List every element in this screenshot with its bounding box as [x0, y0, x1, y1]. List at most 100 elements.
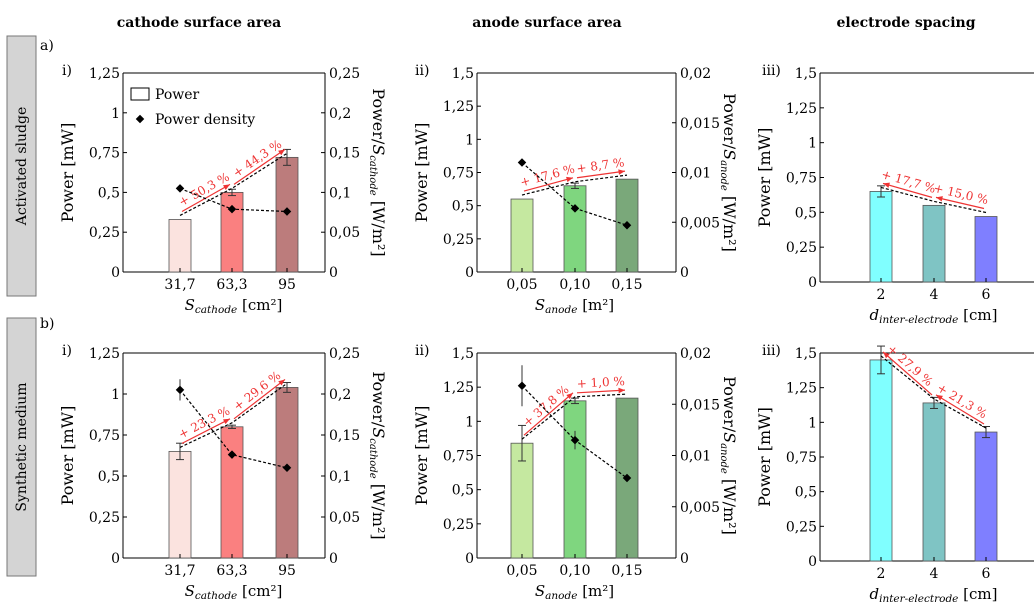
y2-axis-label: Power/Sanode [W/m²]	[718, 376, 739, 535]
x-tick-label: 31,7	[164, 563, 195, 579]
bar	[563, 400, 587, 559]
x-tick-label: 0,10	[559, 563, 590, 579]
y-tick-label: 1,25	[443, 99, 474, 115]
power-trend-line	[179, 152, 288, 216]
legend-density-marker	[135, 114, 145, 124]
bar	[563, 185, 587, 273]
y2-axis-label: Power/Sanode [W/m²]	[718, 93, 739, 252]
y-tick-label: 0,5	[98, 469, 120, 485]
y-tick-label: 0,5	[98, 185, 120, 201]
percent-arrow-head	[223, 418, 230, 425]
y-axis-label: Power [mW]	[412, 123, 431, 223]
bar	[168, 450, 192, 559]
y-tick-label: 1,25	[89, 66, 120, 82]
y-tick-label: 1,25	[786, 381, 817, 397]
row-label-a-text: Activated sludge	[14, 107, 30, 227]
percent-arrow	[181, 183, 231, 212]
x-axis-label: dinter-electrode [cm]	[869, 306, 997, 326]
x-axis-label: Scathode [cm²]	[185, 582, 283, 602]
chart-b-i: i) 0 0,25 0,5 0,75 1 1,25 0 0,05 0,1 0,15 0,2 0,25 Po…	[58, 343, 388, 602]
legend-power-label: Power	[155, 87, 200, 103]
y2-axis-label: Power/Scathode [W/m²]	[367, 371, 388, 539]
y-tick-label: 0,5	[452, 199, 474, 215]
density-point	[517, 158, 527, 167]
row-label-a: Activated sludge	[6, 35, 37, 297]
bar	[220, 426, 244, 559]
y2-tick-label: 0,05	[329, 225, 360, 241]
y2-tick-label: 0,1	[329, 469, 351, 485]
power-trend-line	[880, 186, 987, 214]
x-tick-label: 95	[278, 277, 296, 293]
x-tick-label: 0,10	[559, 277, 590, 293]
percent-arrow-head	[618, 169, 625, 175]
y-tick-label: 1,25	[89, 346, 120, 362]
x-tick-label: 0,15	[611, 277, 642, 293]
x-axis-label: Sanode [m²]	[535, 582, 614, 602]
y-tick-label: 0,75	[786, 171, 817, 187]
y-tick-label: 0,75	[443, 449, 474, 465]
x-tick-label: 0,05	[506, 563, 537, 579]
percent-arrow-head	[566, 392, 573, 400]
bar	[275, 387, 299, 559]
y2-tick-label: 0,02	[680, 66, 711, 82]
percent-arrow	[882, 351, 933, 396]
y2-tick-label: 0,25	[329, 346, 360, 362]
y2-tick-label: 0,2	[329, 106, 351, 122]
percent-arrow-head	[223, 184, 230, 190]
y-axis-label: Power [mW]	[58, 123, 77, 223]
y-tick-label: 0	[111, 265, 120, 281]
y-tick-label: 0,75	[89, 146, 120, 162]
x-tick-label: 0,05	[506, 277, 537, 293]
bar	[510, 198, 534, 273]
x-axis-label: dinter-electrode [cm]	[869, 585, 997, 605]
y-tick-label: 1	[465, 414, 474, 430]
panel-label: ii)	[415, 63, 429, 79]
y2-tick-label: 0,15	[329, 146, 360, 162]
x-tick-label: 63,3	[216, 277, 247, 293]
chart-a-i: i) 0 0,25 0,5 0,75 1 1,25 0 0,05 0,1 0,15 0,2 0,25 Po…	[58, 63, 388, 316]
y-tick-label: 0,5	[795, 485, 817, 501]
y-tick-label: 0,75	[443, 166, 474, 182]
x-tick-label: 0,15	[611, 563, 642, 579]
y2-tick-label: 0	[329, 551, 338, 567]
y-tick-label: 0,5	[795, 205, 817, 221]
percent-arrow	[233, 378, 286, 420]
x-tick-label: 6	[982, 287, 991, 303]
y-tick-label: 1,5	[795, 66, 817, 82]
y-tick-label: 1,25	[443, 380, 474, 396]
legend: Power Power density	[130, 87, 255, 128]
y-tick-label: 1	[808, 415, 817, 431]
percent-arrow-head	[936, 196, 943, 202]
x-tick-label: 4	[930, 566, 939, 582]
panel-label: ii)	[415, 343, 429, 359]
y2-tick-label: 0,05	[329, 510, 360, 526]
percent-arrow	[523, 177, 574, 192]
density-point	[175, 385, 185, 395]
percent-label: + 1,0 %	[576, 374, 625, 391]
percent-arrow-head	[936, 394, 943, 401]
bar	[974, 431, 998, 562]
y-axis-label: Power [mW]	[58, 406, 77, 506]
charts: i) 0 0,25 0,5 0,75 1 1,25 0 0,05 0,1 0,15 0,2 0,25 Po…	[58, 63, 1034, 605]
y2-tick-label: 0,01	[680, 449, 711, 465]
y2-tick-label: 0,15	[329, 428, 360, 444]
x-tick-label: 31,7	[164, 277, 195, 293]
y-axis-label: Power [mW]	[755, 407, 774, 507]
density-point	[282, 207, 292, 216]
y-tick-label: 1	[111, 387, 120, 403]
x-tick-label: 2	[877, 566, 886, 582]
percent-arrow	[935, 394, 985, 425]
y-tick-label: 1,25	[786, 101, 817, 117]
y-tick-label: 0	[465, 265, 474, 281]
y2-tick-label: 0	[329, 265, 338, 281]
row-label-b-text: Synthetic medium	[14, 382, 30, 511]
y-axis-label: Power [mW]	[755, 128, 774, 228]
density-point	[570, 435, 580, 445]
chart-b-ii: ii) 0 0,25 0,5 0,75 1 1,25 1,5 0 0,005 0,01 0,015 0,…	[412, 343, 739, 602]
percent-arrow-head	[618, 387, 625, 394]
percent-arrow	[576, 170, 626, 179]
density-point	[622, 473, 632, 483]
